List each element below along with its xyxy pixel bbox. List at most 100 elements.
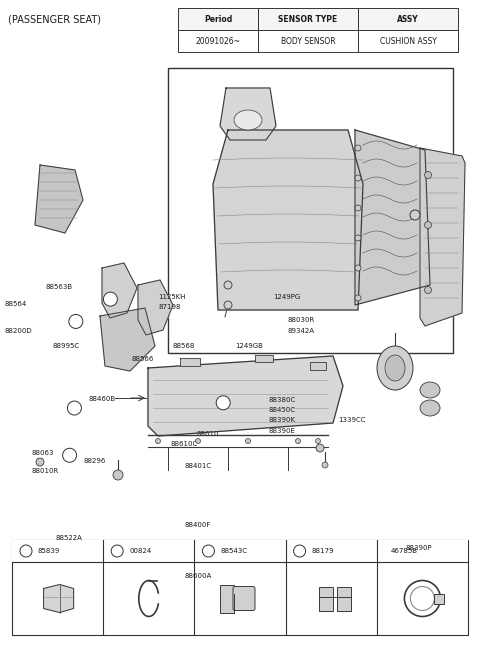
Polygon shape: [138, 280, 173, 335]
Text: 85839: 85839: [38, 548, 60, 554]
Circle shape: [195, 438, 201, 443]
Text: a: a: [68, 453, 72, 458]
Bar: [319, 586, 333, 611]
Bar: [258, 8, 358, 30]
Text: c: c: [74, 319, 78, 324]
Text: 88566: 88566: [132, 356, 155, 363]
Text: 88390P: 88390P: [406, 544, 432, 551]
Circle shape: [355, 265, 361, 271]
Circle shape: [410, 210, 420, 220]
Circle shape: [355, 205, 361, 211]
Text: b: b: [221, 400, 225, 405]
Text: 88522A: 88522A: [55, 535, 82, 541]
Polygon shape: [100, 308, 155, 371]
Bar: [310, 362, 326, 370]
Circle shape: [355, 295, 361, 301]
Text: 88400F: 88400F: [185, 522, 211, 528]
Text: 00824: 00824: [129, 548, 152, 554]
Text: 20091026~: 20091026~: [195, 37, 240, 45]
Text: 88010R: 88010R: [31, 468, 59, 474]
Text: 88200D: 88200D: [5, 328, 33, 335]
Text: (PASSENGER SEAT): (PASSENGER SEAT): [8, 15, 101, 25]
Circle shape: [156, 438, 160, 443]
Text: a: a: [72, 405, 76, 411]
Text: 88380C: 88380C: [269, 396, 296, 403]
Polygon shape: [420, 148, 465, 326]
Text: 1249GB: 1249GB: [235, 342, 263, 349]
Text: SENSOR TYPE: SENSOR TYPE: [278, 14, 337, 24]
Text: 1125KH: 1125KH: [158, 294, 186, 300]
Circle shape: [20, 545, 32, 557]
Circle shape: [62, 448, 77, 462]
Bar: [358, 8, 458, 30]
Bar: [337, 586, 351, 611]
Polygon shape: [220, 88, 276, 140]
Bar: [255, 355, 273, 362]
Ellipse shape: [234, 110, 262, 130]
Circle shape: [103, 292, 118, 306]
Text: 88568: 88568: [173, 342, 195, 349]
Circle shape: [69, 314, 83, 329]
Polygon shape: [35, 165, 83, 233]
Text: 1339CC: 1339CC: [338, 417, 366, 424]
Text: Period: Period: [204, 14, 232, 24]
Text: 46785B: 46785B: [391, 548, 418, 554]
Circle shape: [424, 222, 432, 228]
Circle shape: [316, 444, 324, 452]
Text: c: c: [206, 548, 210, 554]
Text: 88401C: 88401C: [185, 462, 212, 469]
Polygon shape: [148, 356, 343, 436]
Circle shape: [216, 396, 230, 410]
Circle shape: [296, 438, 300, 443]
Text: 88390E: 88390E: [269, 428, 296, 434]
Circle shape: [111, 545, 123, 557]
Text: 88460B: 88460B: [89, 396, 116, 402]
Circle shape: [245, 438, 251, 443]
Text: ASSY: ASSY: [397, 14, 419, 24]
Circle shape: [36, 458, 44, 466]
Polygon shape: [44, 584, 73, 613]
Text: d: d: [298, 548, 302, 554]
Text: 88450C: 88450C: [269, 407, 296, 413]
Text: 88610: 88610: [197, 430, 219, 437]
Text: 88543C: 88543C: [220, 548, 247, 554]
Circle shape: [203, 545, 215, 557]
Text: 88610C: 88610C: [170, 441, 198, 447]
Text: b: b: [115, 548, 120, 554]
Text: 89342A: 89342A: [288, 328, 315, 335]
Text: 88296: 88296: [84, 458, 107, 464]
Ellipse shape: [420, 400, 440, 416]
Circle shape: [424, 171, 432, 178]
Text: 88390K: 88390K: [269, 417, 296, 424]
Circle shape: [224, 281, 232, 289]
Polygon shape: [102, 263, 137, 318]
Bar: [180, 358, 200, 366]
Circle shape: [355, 145, 361, 151]
Bar: [12, 540, 468, 562]
Ellipse shape: [420, 382, 440, 398]
Circle shape: [113, 470, 123, 480]
Bar: [258, 30, 358, 52]
Text: 88179: 88179: [312, 548, 334, 554]
Polygon shape: [213, 130, 363, 310]
Circle shape: [224, 301, 232, 309]
Text: d: d: [108, 297, 112, 302]
Text: 88563B: 88563B: [46, 283, 73, 290]
Text: CUSHION ASSY: CUSHION ASSY: [380, 37, 436, 45]
Circle shape: [355, 175, 361, 181]
Bar: [178, 8, 258, 30]
Circle shape: [67, 401, 82, 415]
Circle shape: [355, 235, 361, 241]
Bar: [220, 584, 234, 613]
Text: 88564: 88564: [5, 300, 27, 307]
Ellipse shape: [385, 355, 405, 381]
Text: 88030R: 88030R: [288, 317, 315, 323]
Circle shape: [315, 438, 321, 443]
Circle shape: [424, 287, 432, 293]
Circle shape: [294, 545, 306, 557]
Bar: [168, 68, 453, 353]
Bar: [358, 30, 458, 52]
FancyBboxPatch shape: [233, 586, 255, 611]
Text: 87198: 87198: [158, 304, 181, 310]
Ellipse shape: [377, 346, 413, 390]
